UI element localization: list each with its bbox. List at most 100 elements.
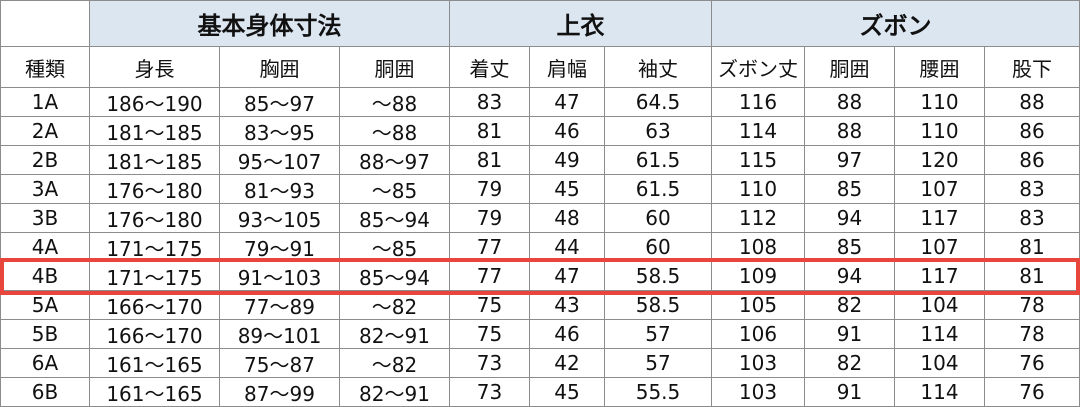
table-cell: 75～87 [220, 349, 340, 378]
table-cell: 46 [530, 117, 605, 146]
table-cell: 45 [530, 378, 605, 407]
table-cell: 73 [450, 378, 530, 407]
column-header: 胸囲 [220, 47, 340, 88]
table-cell: 61.5 [605, 146, 712, 175]
table-cell: 81～93 [220, 175, 340, 204]
column-header: 袖丈 [605, 47, 712, 88]
table-cell: 166～170 [90, 291, 220, 320]
table-cell: 176～180 [90, 204, 220, 233]
table-cell: ～85 [340, 233, 450, 262]
table-cell: 76 [985, 349, 1080, 378]
table-cell: 181～185 [90, 146, 220, 175]
table-cell: 117 [895, 262, 985, 291]
table-cell: 103 [712, 349, 805, 378]
table-cell: 60 [605, 204, 712, 233]
table-cell: 75 [450, 291, 530, 320]
table-cell: 105 [712, 291, 805, 320]
table-cell: 176～180 [90, 175, 220, 204]
table-cell: 83 [985, 175, 1080, 204]
column-header: 股下 [985, 47, 1080, 88]
column-header: 肩幅 [530, 47, 605, 88]
table-cell: ～88 [340, 88, 450, 117]
table-cell: 117 [895, 204, 985, 233]
table-cell: ～88 [340, 117, 450, 146]
corner-cell [0, 0, 90, 47]
group-header: 基本身体寸法 [90, 0, 450, 47]
table-cell: 161～165 [90, 378, 220, 407]
table-cell: ～85 [340, 175, 450, 204]
table-cell: 110 [895, 117, 985, 146]
table-cell: 5A [0, 291, 90, 320]
table-cell: 88～97 [340, 146, 450, 175]
table-cell: 106 [712, 320, 805, 349]
table-cell: 57 [605, 349, 712, 378]
table-cell: 94 [805, 204, 895, 233]
table-cell: 87～99 [220, 378, 340, 407]
table-cell: 76 [985, 378, 1080, 407]
table-cell: 83～95 [220, 117, 340, 146]
column-header: 種類 [0, 47, 90, 88]
table-cell: 82～91 [340, 320, 450, 349]
table-cell: 95～107 [220, 146, 340, 175]
table-cell: 63 [605, 117, 712, 146]
table-cell: ～82 [340, 291, 450, 320]
table-cell: 85 [805, 233, 895, 262]
table-cell: 88 [805, 117, 895, 146]
table-cell: 110 [895, 88, 985, 117]
table-cell: 58.5 [605, 291, 712, 320]
table-cell: 75 [450, 320, 530, 349]
table-cell: 103 [712, 378, 805, 407]
table-cell: 78 [985, 320, 1080, 349]
table-cell: 85～94 [340, 262, 450, 291]
column-header: 胴囲 [805, 47, 895, 88]
table-cell: 81 [985, 262, 1080, 291]
table-cell: 81 [450, 117, 530, 146]
table-cell: 107 [895, 233, 985, 262]
table-cell: 4B [0, 262, 90, 291]
table-cell: 48 [530, 204, 605, 233]
table-cell: 83 [450, 88, 530, 117]
table-cell: 77～89 [220, 291, 340, 320]
table-cell: 47 [530, 88, 605, 117]
table-cell: 58.5 [605, 262, 712, 291]
table-cell: 43 [530, 291, 605, 320]
table-cell: 6B [0, 378, 90, 407]
table-cell: 2B [0, 146, 90, 175]
table-cell: 181～185 [90, 117, 220, 146]
table-cell: 6A [0, 349, 90, 378]
table-cell: 91 [805, 378, 895, 407]
table-cell: 57 [605, 320, 712, 349]
table-cell: 88 [805, 88, 895, 117]
table-cell: 79～91 [220, 233, 340, 262]
table-cell: 93～105 [220, 204, 340, 233]
column-header: 胴囲 [340, 47, 450, 88]
table-cell: 85～94 [340, 204, 450, 233]
table-cell: 171～175 [90, 233, 220, 262]
table-cell: 4A [0, 233, 90, 262]
table-cell: 82 [805, 349, 895, 378]
table-cell: 73 [450, 349, 530, 378]
table-cell: 55.5 [605, 378, 712, 407]
table-cell: 79 [450, 175, 530, 204]
group-header: ズボン [712, 0, 1080, 47]
table-cell: 115 [712, 146, 805, 175]
table-cell: 104 [895, 291, 985, 320]
table-cell: 114 [712, 117, 805, 146]
table-cell: 77 [450, 233, 530, 262]
table-cell: 114 [895, 320, 985, 349]
table-cell: 45 [530, 175, 605, 204]
table-cell: 49 [530, 146, 605, 175]
column-header: 着丈 [450, 47, 530, 88]
table-cell: 3B [0, 204, 90, 233]
table-cell: 91～103 [220, 262, 340, 291]
table-cell: 120 [895, 146, 985, 175]
table-cell: 108 [712, 233, 805, 262]
table-cell: 104 [895, 349, 985, 378]
table-cell: 85～97 [220, 88, 340, 117]
table-cell: 64.5 [605, 88, 712, 117]
table-cell: 166～170 [90, 320, 220, 349]
table-cell: 109 [712, 262, 805, 291]
table-cell: 2A [0, 117, 90, 146]
table-cell: 186～190 [90, 88, 220, 117]
